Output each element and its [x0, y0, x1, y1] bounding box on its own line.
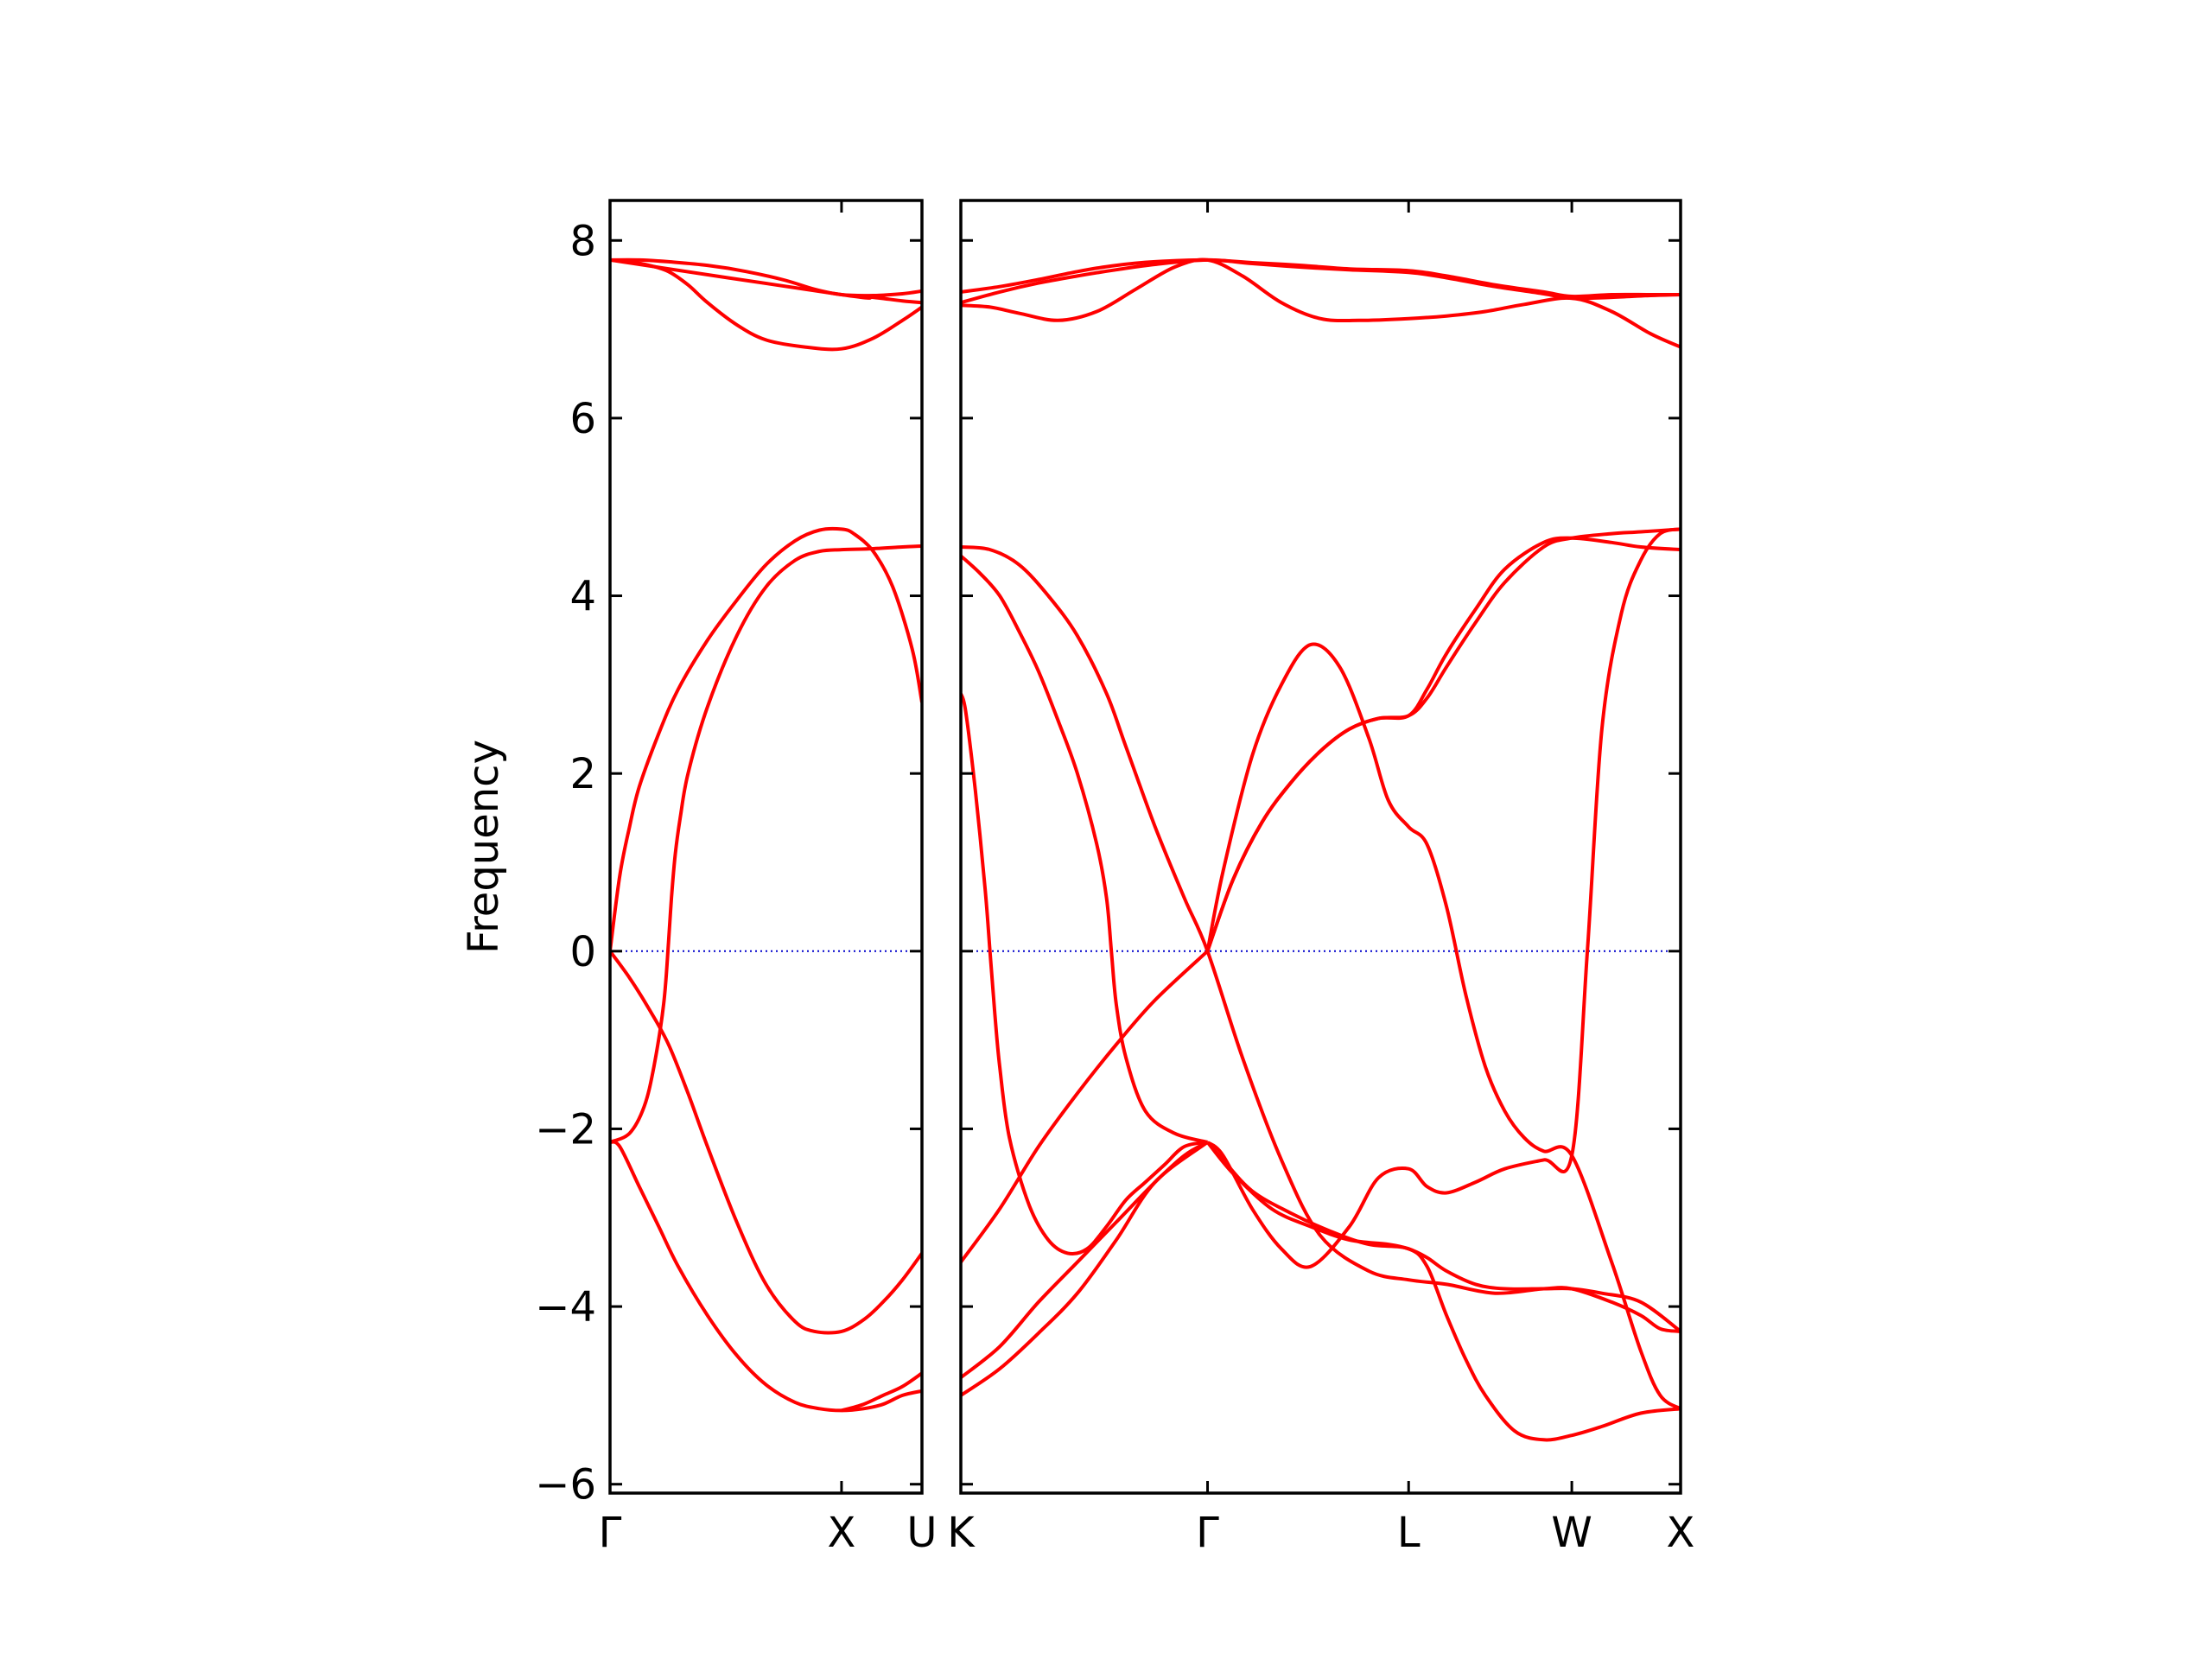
- chart-panels: Γ X U −6 −4 −2 0 2 4 6 8 K Γ L W X: [535, 199, 1695, 1557]
- band-line-13: [1206, 527, 1681, 1269]
- y-tick-label: −2: [535, 1105, 596, 1154]
- y-tick-label: 4: [569, 573, 596, 621]
- y-tick-label: 2: [569, 750, 596, 798]
- band-line-8: [961, 1141, 1209, 1379]
- axes-frame: [959, 199, 1682, 1495]
- band-line-8: [841, 1371, 922, 1413]
- y-tick-label: −4: [535, 1283, 596, 1332]
- y-tick-label: 0: [569, 928, 596, 976]
- bands-panel-1: [610, 257, 922, 1413]
- x-tick-label: K: [947, 1509, 976, 1557]
- band-line-5: [610, 544, 922, 1144]
- x-tick-label: X: [1667, 1509, 1695, 1557]
- band-line-6: [961, 554, 1209, 1144]
- band-line-11: [1205, 527, 1681, 952]
- band-line-12: [1205, 536, 1681, 952]
- band-line-7: [961, 950, 1209, 1263]
- band-line-3: [961, 257, 1681, 305]
- band-line-15: [1205, 1141, 1681, 1333]
- band-line-2: [610, 257, 922, 298]
- band-line-14: [1206, 1141, 1681, 1442]
- y-axis-label: Frequency: [460, 740, 508, 954]
- panel-1: Γ X U −6 −4 −2 0 2 4 6 8: [535, 199, 938, 1557]
- band-line-10: [1205, 642, 1681, 1411]
- y-tick-label: 6: [569, 395, 596, 443]
- band-line-1: [610, 257, 922, 352]
- x-tick-label: Γ: [1196, 1509, 1219, 1557]
- band-line-3: [610, 257, 922, 305]
- band-line-7: [610, 1140, 922, 1413]
- band-line-5: [961, 545, 1681, 1333]
- x-tick-label: U: [906, 1509, 937, 1557]
- x-tick-label: Γ: [599, 1509, 622, 1557]
- x-tick-label: X: [827, 1509, 855, 1557]
- band-line-4: [610, 526, 922, 952]
- band-line-6: [610, 950, 922, 1335]
- x-tick-label: L: [1397, 1509, 1421, 1557]
- axes-frame: [608, 199, 924, 1495]
- y-tick-label: −6: [535, 1461, 596, 1510]
- band-line-4: [961, 692, 1208, 1256]
- y-tick-label: 8: [569, 217, 596, 265]
- bands-panel-2: [961, 257, 1681, 1442]
- band-line-9: [961, 1141, 1209, 1397]
- x-tick-label: W: [1551, 1509, 1592, 1557]
